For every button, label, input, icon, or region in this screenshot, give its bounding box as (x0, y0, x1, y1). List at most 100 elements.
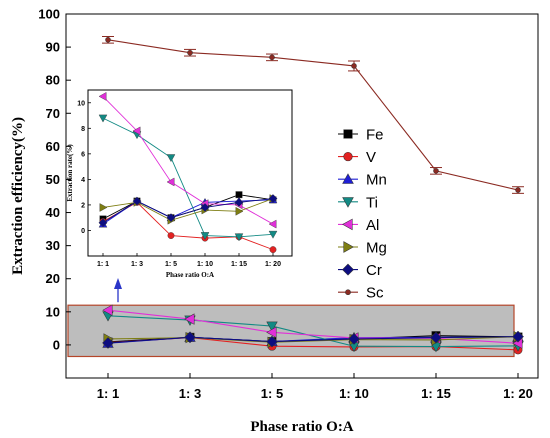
legend-label: Mg (366, 240, 387, 257)
series-line (107, 336, 519, 344)
inset-y-tick-label: 0 (81, 228, 85, 235)
main-y-tick-labels: 0 10 20 30 40 50 60 70 80 90 100 (38, 7, 60, 353)
y-tick-label: 0 (53, 337, 60, 352)
inset-data-point (98, 114, 108, 123)
inset-data-point (268, 194, 278, 203)
inset-series-line (102, 117, 274, 238)
x-tick-label: 1: 20 (503, 386, 533, 401)
legend-marker (342, 218, 353, 231)
legend-entry-mg: Mg (338, 240, 387, 257)
data-point (351, 63, 357, 69)
inset-data-point (234, 233, 244, 242)
inset-x-tick-label: 1: 1 (97, 261, 109, 268)
inset-y-tick-label: 2 (81, 202, 85, 209)
x-axis-title: Phase ratio O:A (250, 419, 353, 435)
y-tick-label: 50 (46, 172, 60, 187)
inset-series-line (102, 198, 274, 224)
inset-x-tick-label: 1: 20 (265, 261, 281, 268)
inset-data-point (99, 203, 108, 212)
legend-entry-mn: Mn (338, 172, 387, 189)
y-tick-label: 90 (46, 40, 60, 55)
inset-data-point (166, 213, 176, 223)
y-tick-label: 30 (46, 238, 60, 253)
series-cr (102, 330, 524, 349)
legend-label: Mn (366, 172, 387, 189)
arrow-head (114, 278, 122, 289)
inset-series-line (102, 201, 274, 251)
inset-x-tick-label: 1: 15 (231, 261, 247, 268)
y-tick-label: 70 (46, 106, 60, 121)
inset-y-tick-label: 10 (77, 100, 85, 107)
legend-marker (342, 197, 354, 208)
legend-entry-ti: Ti (338, 194, 378, 211)
inset-series-line (102, 96, 274, 225)
inset-data-point (234, 197, 244, 207)
y-tick-label: 40 (46, 205, 60, 220)
legend-marker (343, 241, 354, 253)
data-point (266, 326, 277, 339)
inset-y-axis-title: Extraction rate(%) (66, 144, 74, 202)
legend-entry-fe: Fe (338, 127, 384, 144)
series-line (107, 39, 519, 191)
inset-y-tick-label: 8 (81, 126, 85, 133)
legend-marker (342, 173, 354, 184)
legend: Fe V Mn Ti Al Mg Cr Sc (338, 127, 387, 302)
data-point (433, 168, 439, 174)
inset-data-point (166, 177, 175, 187)
inset-series (98, 92, 278, 254)
legend-entry-sc: Sc (338, 285, 384, 302)
legend-label: Fe (366, 127, 384, 144)
inset-data-point (132, 196, 142, 206)
arrow-icon (114, 278, 122, 303)
data-point (184, 313, 195, 325)
data-point (266, 321, 278, 332)
inset-data-point (98, 92, 107, 101)
legend-entry-v: V (338, 149, 376, 166)
x-tick-label: 1: 5 (261, 386, 283, 401)
inset-y-tick-labels: 0 2 4 6 8 10 (77, 100, 85, 235)
inset-data-point (132, 126, 141, 136)
y-tick-label: 100 (38, 7, 60, 22)
inset-data-point (166, 154, 176, 163)
data-point (102, 337, 114, 349)
x-tick-label: 1: 1 (97, 386, 119, 401)
data-point (187, 49, 193, 56)
inset-x-tick-labels: 1: 1 1: 3 1: 5 1: 10 1: 15 1: 20 (97, 261, 281, 268)
legend-label: Al (366, 217, 379, 234)
x-tick-label: 1: 15 (421, 386, 451, 401)
inset-ticks (88, 102, 274, 256)
data-point (512, 330, 524, 343)
data-point (102, 304, 113, 316)
legend-marker (342, 263, 354, 276)
y-tick-label: 60 (46, 139, 60, 154)
x-tick-label: 1: 3 (179, 386, 201, 401)
inset-data-point (268, 219, 277, 229)
inset-data-point (200, 203, 210, 212)
legend-entry-al: Al (338, 217, 379, 234)
data-point (515, 187, 521, 193)
data-point (430, 331, 442, 344)
x-tick-label: 1: 10 (339, 386, 369, 401)
y-tick-label: 80 (46, 73, 60, 88)
y-axis-title: Extraction efficiency(%) (10, 117, 26, 275)
main-x-tick-labels: 1: 1 1: 3 1: 5 1: 10 1: 15 1: 20 (97, 386, 533, 401)
legend-marker (343, 152, 353, 162)
inset-x-tick-label: 1: 3 (131, 261, 143, 268)
inset-data-point (200, 232, 210, 240)
inset-series-ti (98, 114, 278, 242)
data-point (266, 335, 278, 348)
inset-series-cr (98, 194, 278, 228)
legend-label: V (366, 149, 376, 166)
inset-data-point (167, 232, 175, 239)
inset-data-point (269, 246, 277, 254)
data-point (184, 331, 196, 344)
inset-series-line (102, 198, 274, 221)
legend-label: Sc (366, 285, 384, 302)
main-plot-frame (65, 13, 539, 379)
data-point (269, 54, 275, 61)
y-tick-label: 10 (46, 304, 60, 319)
main-ticks (66, 13, 519, 378)
inset-y-tick-label: 6 (81, 151, 85, 158)
inset-data-point (268, 230, 278, 239)
